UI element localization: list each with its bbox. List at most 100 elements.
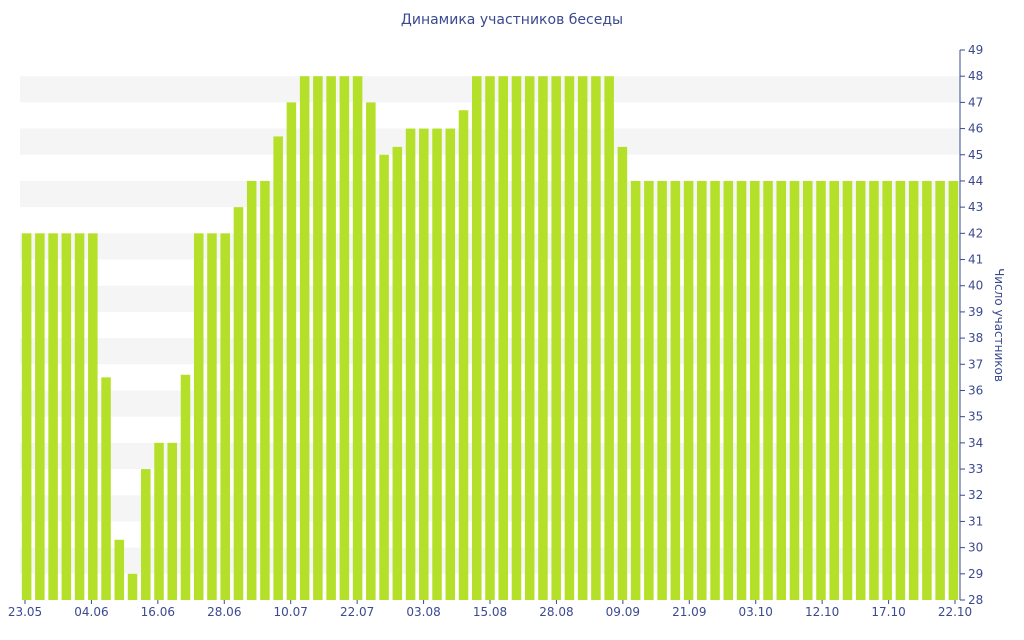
- bar: [895, 180, 906, 600]
- bar: [167, 442, 178, 600]
- y-tick-label: 49: [968, 43, 983, 57]
- y-tick-label: 46: [968, 122, 983, 136]
- y-tick-label: 34: [968, 436, 983, 450]
- y-tick-label: 30: [968, 541, 983, 555]
- bar: [458, 110, 469, 601]
- bar: [405, 128, 416, 600]
- x-tick-label: 22.10: [938, 605, 972, 619]
- bar: [882, 180, 892, 600]
- bar: [591, 76, 601, 600]
- bar: [816, 180, 826, 600]
- x-tick-label: 12.10: [805, 605, 839, 619]
- y-tick-label: 33: [968, 462, 983, 476]
- bar: [141, 469, 151, 600]
- bar: [855, 180, 866, 600]
- y-tick-label: 42: [968, 226, 983, 240]
- bar: [432, 128, 442, 600]
- bar: [61, 233, 72, 600]
- bar: [114, 539, 125, 600]
- y-tick-label: 38: [968, 331, 983, 345]
- bar: [564, 76, 575, 600]
- bar: [710, 180, 720, 600]
- bar: [617, 146, 628, 600]
- y-tick-label: 32: [968, 488, 983, 502]
- bar: [935, 180, 945, 600]
- bar: [48, 233, 58, 600]
- bar: [35, 233, 45, 600]
- y-tick-label: 36: [968, 383, 983, 397]
- x-axis-ticks: 23.05 04.06 16.06 28.06 10.07 22.07 03.08 15.08…: [8, 600, 972, 619]
- bar: [366, 102, 376, 600]
- y-axis-ticks: 28 29 30 31 32 33 34 35 36 37 38 39 40 41 42 43 44 45 46 47…: [960, 43, 983, 607]
- bar: [207, 233, 217, 600]
- x-tick-label: 09.09: [606, 605, 640, 619]
- bar: [273, 136, 283, 600]
- bar: [193, 233, 204, 600]
- bar: [339, 76, 350, 600]
- bar: [88, 233, 98, 600]
- bar: [352, 76, 363, 600]
- bar: [922, 180, 932, 600]
- bar: [286, 102, 297, 600]
- y-tick-label: 41: [968, 253, 983, 267]
- x-tick-label: 15.08: [473, 605, 507, 619]
- bar: [750, 180, 760, 600]
- bar: [789, 180, 800, 600]
- bar: [154, 442, 164, 600]
- x-tick-label: 28.06: [207, 605, 241, 619]
- bar: [524, 76, 535, 600]
- y-tick-label: 40: [968, 279, 983, 293]
- y-tick-label: 47: [968, 95, 983, 109]
- y-tick-label: 35: [968, 410, 983, 424]
- bar: [127, 573, 138, 600]
- bar: [802, 180, 813, 600]
- bar: [313, 76, 323, 600]
- bar: [908, 180, 919, 600]
- bar: [776, 180, 787, 600]
- bar: [326, 76, 336, 600]
- bar: [246, 180, 257, 600]
- y-tick-label: 44: [968, 174, 983, 188]
- bar: [869, 180, 879, 600]
- x-tick-label: 10.07: [274, 605, 308, 619]
- x-tick-label: 16.06: [141, 605, 175, 619]
- bar: [299, 76, 310, 600]
- y-tick-label: 37: [968, 357, 983, 371]
- x-tick-label: 17.10: [871, 605, 905, 619]
- bar: [485, 76, 495, 600]
- bar: [233, 207, 244, 600]
- bar-series: [21, 76, 959, 601]
- bar: [842, 180, 853, 600]
- bar: [538, 76, 548, 600]
- bar: [577, 76, 588, 600]
- bar: [670, 180, 681, 600]
- bar: [644, 180, 654, 600]
- bar: [736, 180, 747, 600]
- bar: [180, 374, 191, 600]
- y-tick-label: 39: [968, 305, 983, 319]
- x-tick-label: 21.09: [672, 605, 706, 619]
- y-tick-label: 48: [968, 69, 983, 83]
- bar: [511, 76, 522, 600]
- y-tick-label: 31: [968, 514, 983, 528]
- x-tick-label: 03.08: [406, 605, 440, 619]
- bar: [101, 377, 111, 600]
- bar: [392, 146, 403, 600]
- x-tick-label: 22.07: [340, 605, 374, 619]
- y-tick-label: 43: [968, 200, 983, 214]
- y-axis-title: Число участников: [992, 268, 1006, 382]
- y-tick-label: 45: [968, 148, 983, 162]
- x-tick-label: 04.06: [74, 605, 108, 619]
- bar: [260, 180, 270, 600]
- bar: [697, 180, 707, 600]
- bar: [948, 180, 959, 600]
- bar: [21, 233, 32, 600]
- bar: [604, 76, 614, 600]
- bar: [379, 154, 389, 600]
- bar: [763, 180, 773, 600]
- y-tick-label: 28: [968, 593, 983, 607]
- bar: [723, 180, 734, 600]
- bar: [471, 76, 482, 600]
- bar: [220, 233, 230, 600]
